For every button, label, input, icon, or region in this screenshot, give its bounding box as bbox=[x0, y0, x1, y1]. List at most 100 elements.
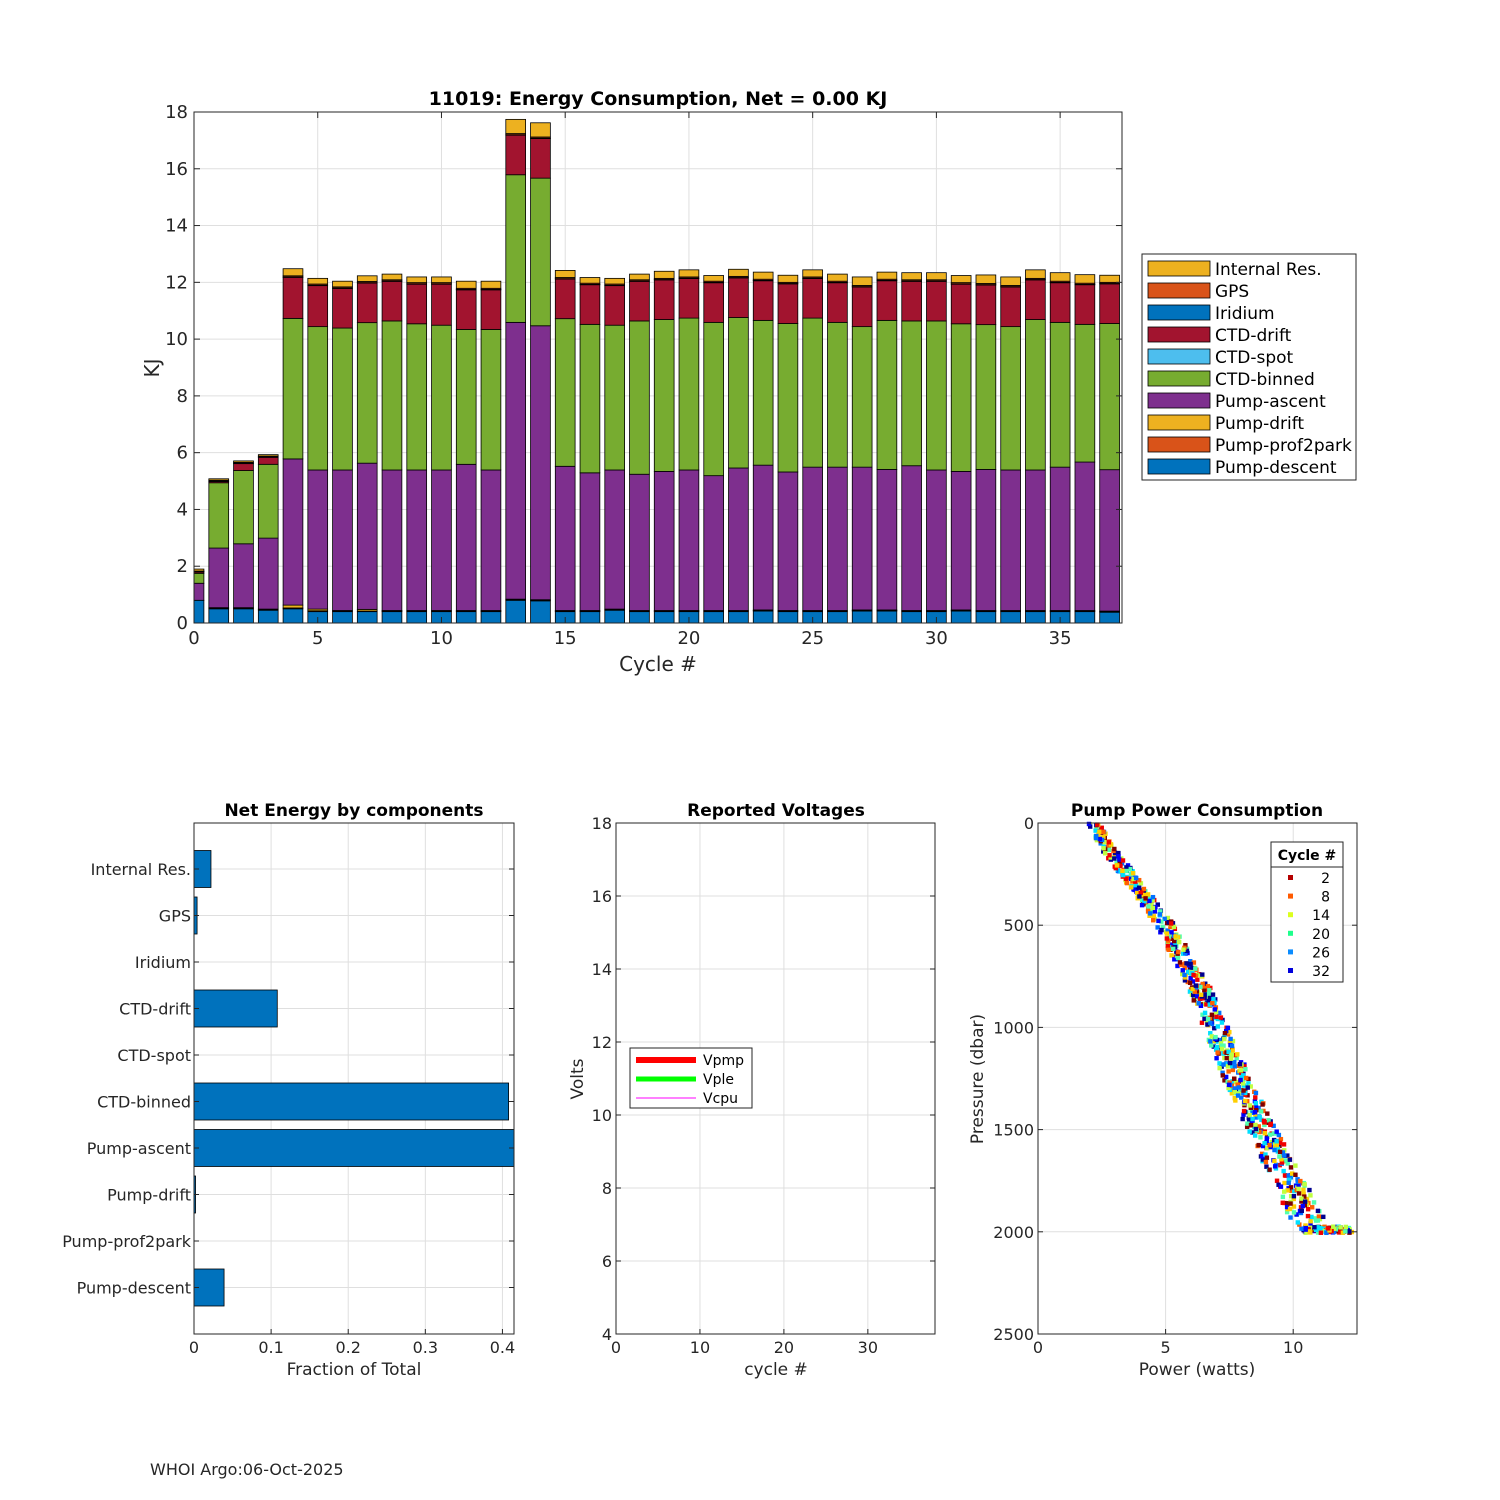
energy-legend-label: CTD-spot bbox=[1215, 348, 1294, 368]
pump-point bbox=[1229, 1091, 1235, 1096]
components-xtick-label: 0.1 bbox=[258, 1338, 283, 1357]
pump-point bbox=[1214, 1056, 1219, 1061]
pump-point bbox=[1215, 1024, 1220, 1029]
pump-point bbox=[1286, 1180, 1291, 1186]
pump-point bbox=[1267, 1142, 1272, 1148]
pump-point bbox=[1220, 1017, 1225, 1023]
energy-bar-segment bbox=[356, 275, 378, 282]
energy-bar-segment bbox=[678, 277, 700, 319]
energy-bar-segment bbox=[975, 324, 997, 470]
pump-point bbox=[1112, 856, 1117, 861]
pump-legend-marker bbox=[1288, 968, 1293, 973]
pump-point bbox=[1217, 1065, 1222, 1071]
pump-point bbox=[1263, 1152, 1268, 1157]
energy-bar-segment bbox=[703, 321, 724, 477]
energy-bar-segment bbox=[1000, 469, 1021, 611]
pump-point bbox=[1347, 1229, 1352, 1234]
pump-point bbox=[1213, 1009, 1219, 1015]
pump-point bbox=[1202, 1010, 1208, 1016]
pump-point bbox=[1102, 839, 1107, 845]
pump-point bbox=[1127, 866, 1133, 872]
pump-point bbox=[1275, 1145, 1281, 1151]
components-xtick-label: 0.2 bbox=[335, 1338, 360, 1357]
energy-ytick-label: 0 bbox=[177, 613, 188, 634]
energy-bar-segment bbox=[678, 317, 700, 471]
pump-point bbox=[1164, 931, 1170, 936]
pump-point bbox=[1260, 1143, 1266, 1149]
pump-point bbox=[1141, 892, 1146, 898]
pump-point bbox=[1222, 1030, 1228, 1036]
energy-bar-segment bbox=[802, 277, 823, 319]
pump-point bbox=[1288, 1194, 1294, 1199]
pump-point bbox=[1282, 1153, 1287, 1158]
pump-point bbox=[1158, 909, 1163, 914]
pump-point bbox=[1285, 1188, 1290, 1193]
pump-point bbox=[1143, 896, 1148, 901]
energy-bar-segment bbox=[653, 279, 675, 320]
energy-bar-segment bbox=[1099, 274, 1120, 283]
energy-bar-segment bbox=[530, 138, 551, 179]
energy-bar-segment bbox=[193, 599, 205, 624]
pump-point bbox=[1260, 1102, 1265, 1107]
energy-bar-segment bbox=[406, 469, 428, 611]
pump-point bbox=[1222, 1055, 1227, 1061]
energy-legend: Internal Res.GPSIridiumCTD-driftCTD-spot… bbox=[1141, 253, 1357, 481]
pump-point bbox=[1287, 1157, 1293, 1162]
pump-point bbox=[1277, 1154, 1282, 1159]
energy-bar-segment bbox=[926, 469, 947, 611]
energy-legend-label: CTD-drift bbox=[1215, 326, 1292, 346]
pump-point bbox=[1296, 1191, 1302, 1196]
pump-point bbox=[1315, 1218, 1321, 1223]
pump-point bbox=[1230, 1048, 1235, 1053]
pump-legend: Cycle # 2 8 14 20 26 32 bbox=[1270, 841, 1344, 983]
pump-point bbox=[1240, 1090, 1245, 1096]
energy-bar-segment bbox=[678, 269, 700, 278]
energy-bar-segment bbox=[282, 604, 304, 609]
pump-point bbox=[1257, 1114, 1262, 1120]
pump-point bbox=[1152, 909, 1158, 914]
pump-point bbox=[1188, 975, 1193, 981]
pump-point bbox=[1257, 1129, 1262, 1135]
pump-xtick-label: 10 bbox=[1283, 1338, 1303, 1357]
energy-bar-segment bbox=[233, 460, 254, 463]
pump-point bbox=[1232, 1095, 1237, 1101]
energy-xtick-label: 25 bbox=[801, 628, 824, 649]
components-category-label: Pump-ascent bbox=[87, 1139, 191, 1158]
pump-point bbox=[1293, 1163, 1298, 1168]
pump-point bbox=[1265, 1111, 1270, 1116]
energy-bar-segment bbox=[703, 475, 724, 611]
pump-point bbox=[1208, 1020, 1213, 1026]
energy-bar-segment bbox=[431, 276, 452, 284]
pump-point bbox=[1198, 996, 1203, 1001]
energy-bar-segment bbox=[1074, 611, 1096, 624]
pump-point bbox=[1259, 1117, 1264, 1123]
pump-point bbox=[1245, 1093, 1250, 1098]
pump-point bbox=[1203, 981, 1208, 986]
energy-bar-segment bbox=[554, 465, 576, 611]
pump-point bbox=[1312, 1225, 1317, 1230]
energy-bar-segment bbox=[431, 324, 452, 471]
pump-point bbox=[1168, 921, 1174, 926]
pump-point bbox=[1239, 1070, 1244, 1076]
pump-point bbox=[1168, 942, 1173, 947]
pump-point bbox=[1284, 1204, 1290, 1210]
pump-point bbox=[1241, 1088, 1246, 1093]
energy-bar-segment bbox=[530, 122, 551, 138]
energy-bar-segment bbox=[579, 611, 601, 624]
energy-legend-label: Internal Res. bbox=[1215, 260, 1322, 280]
voltages-chart-ylabel: Volts bbox=[568, 1058, 588, 1099]
energy-bar-segment bbox=[752, 280, 774, 321]
pump-point bbox=[1235, 1082, 1240, 1087]
pump-point bbox=[1311, 1200, 1317, 1205]
pump-point bbox=[1166, 920, 1171, 925]
pump-point bbox=[1246, 1115, 1251, 1121]
energy-bar-segment bbox=[975, 274, 997, 284]
pump-point bbox=[1210, 992, 1216, 997]
pump-point bbox=[1301, 1187, 1306, 1192]
pump-point bbox=[1278, 1136, 1284, 1142]
energy-bar-segment bbox=[233, 543, 254, 609]
voltages-chart-xlabel: cycle # bbox=[744, 1360, 808, 1380]
pump-point bbox=[1209, 1043, 1214, 1048]
pump-point bbox=[1172, 938, 1177, 944]
pump-point bbox=[1214, 1044, 1220, 1050]
